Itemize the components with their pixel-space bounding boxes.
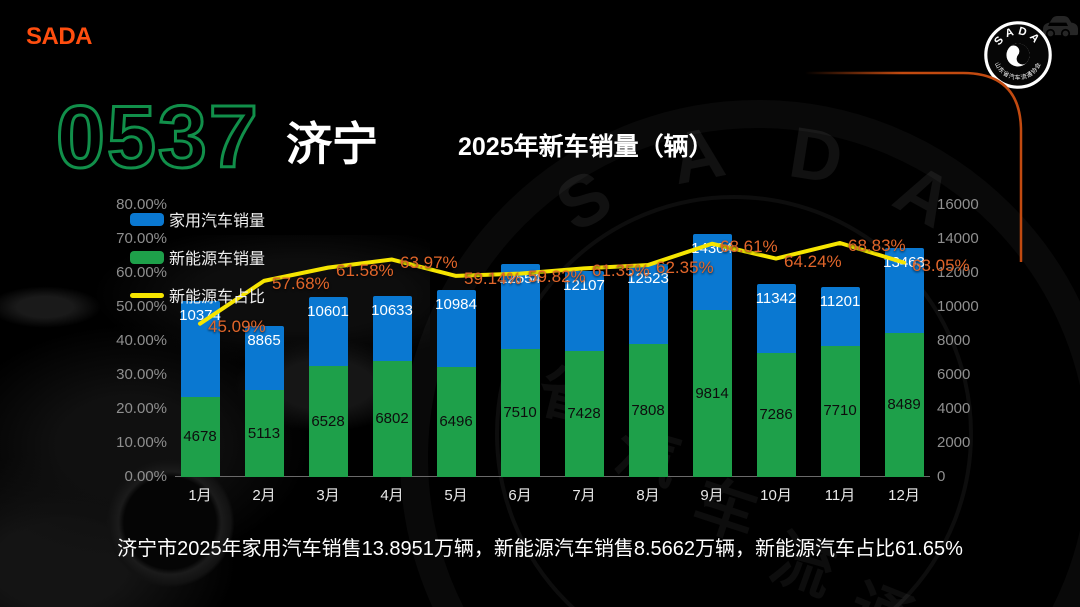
bar-total-label: 14304	[691, 239, 733, 257]
legend-label: 新能源车销量	[169, 251, 266, 268]
axis-tick-left: 80.00%	[116, 196, 167, 213]
month-label: 4月	[380, 487, 404, 504]
axis-tick-right: 12000	[937, 264, 979, 281]
pct-label: 45.09%	[208, 316, 266, 336]
axis-tick-left: 20.00%	[116, 400, 167, 417]
axis-tick-left: 10.00%	[116, 434, 167, 451]
bar-green-label: 7428	[567, 404, 601, 422]
page-title-city: 济宁	[286, 118, 378, 170]
bar-total-label: 10374	[179, 306, 221, 324]
bar-green	[244, 390, 284, 477]
pct-label: 61.58%	[336, 260, 394, 280]
bar-green-label: 9814	[695, 384, 729, 402]
car-icon	[1043, 16, 1078, 39]
bar-total-label: 12107	[563, 277, 605, 295]
chart-title: 2025年新车销量（辆）	[458, 133, 714, 161]
pct-label: 59.82%	[528, 266, 586, 286]
axis-tick-right: 0	[937, 468, 946, 485]
pct-label: 68.83%	[848, 235, 906, 255]
bar-green-label: 7510	[503, 404, 537, 422]
month-label: 7月	[572, 487, 596, 504]
pct-label: 68.61%	[720, 236, 778, 256]
bar-green-label: 7286	[759, 406, 793, 424]
bar-total-label: 11342	[755, 290, 797, 308]
axis-tick-left: 30.00%	[116, 366, 167, 383]
month-label: 11月	[824, 487, 856, 504]
axis-tick-right: 16000	[937, 196, 979, 213]
legend-swatch-line	[130, 292, 164, 298]
month-label: 5月	[444, 487, 468, 504]
axis-tick-left: 60.00%	[116, 264, 167, 281]
axis-tick-right: 4000	[937, 400, 971, 417]
axis-tick-left: 40.00%	[116, 332, 167, 349]
bar-total-label: 10984	[435, 296, 477, 314]
bar-green	[180, 397, 220, 477]
month-label: 2月	[252, 487, 276, 504]
bar-green	[756, 353, 796, 477]
axis-baseline	[175, 476, 930, 477]
bar-green-label: 6528	[311, 412, 345, 430]
legend-item: 家用汽车销量	[130, 207, 265, 231]
legend-swatch-bar	[130, 212, 164, 226]
month-label: 12月	[888, 487, 920, 504]
pct-label: 59.14%	[464, 268, 522, 288]
brand-logo: SADA	[26, 23, 93, 50]
sada-badge: SADA 山东省汽车流通协会	[984, 21, 1052, 89]
bar-green-label: 6802	[375, 410, 409, 428]
footer-summary: 济宁市2025年家用汽车销售13.8951万辆，新能源汽车销售8.5662万辆，…	[117, 538, 963, 560]
legend-label: 新能源车占比	[169, 289, 266, 306]
month-label: 6月	[508, 487, 532, 504]
legend-label: 家用汽车销量	[169, 213, 266, 230]
axis-tick-left: 70.00%	[116, 230, 167, 247]
bar-green	[628, 344, 668, 477]
month-label: 3月	[316, 487, 340, 504]
bar-green-label: 7808	[631, 401, 665, 419]
corner-line-decoration	[805, 71, 1023, 262]
bar-green	[436, 366, 476, 477]
axis-tick-right: 8000	[937, 332, 971, 349]
pct-label: 57.68%	[272, 273, 330, 293]
bar-green	[884, 332, 924, 477]
bar-green	[308, 366, 348, 477]
axis-tick-left: 50.00%	[116, 298, 167, 315]
legend-swatch-bar	[130, 250, 164, 264]
bar-total-label: 12523	[627, 270, 669, 288]
axis-tick-right: 10000	[937, 298, 979, 315]
axis-tick-left: 0.00%	[124, 468, 167, 485]
bar-green	[820, 345, 860, 477]
legend-item: 新能源车占比	[130, 283, 265, 307]
bar-green-label: 8489	[887, 395, 921, 413]
bar-green	[692, 310, 732, 477]
bar-green	[500, 349, 540, 477]
bar-green-label: 5113	[247, 424, 281, 442]
bar-green-label: 7710	[823, 402, 857, 420]
area-code: 0537	[55, 86, 260, 188]
month-label: 8月	[636, 487, 660, 504]
bar-green-label: 4678	[183, 428, 217, 446]
pct-label: 63.05%	[912, 255, 970, 275]
bar-total-label: 10601	[307, 302, 349, 320]
pct-label: 61.35%	[592, 261, 650, 281]
month-label: 10月	[760, 487, 792, 504]
bar-green-label: 6496	[439, 412, 473, 430]
axis-tick-right: 2000	[937, 434, 971, 451]
axis-tick-right: 6000	[937, 366, 971, 383]
axis-tick-right: 14000	[937, 230, 979, 247]
bar-green	[564, 350, 604, 477]
pct-label: 63.97%	[400, 252, 458, 272]
pct-label: 62.35%	[656, 258, 714, 277]
trend-line	[198, 240, 906, 326]
bar-total-label: 8865	[247, 332, 281, 350]
month-label: 9月	[700, 487, 724, 504]
badge-wave-emblem	[1006, 43, 1030, 67]
pct-label: 64.24%	[784, 251, 842, 271]
bar-total-label: 10633	[371, 302, 413, 320]
legend-item: 新能源车销量	[130, 245, 265, 269]
bar-total-label: 11201	[819, 292, 861, 310]
month-label: 1月	[188, 487, 212, 504]
bar-green	[372, 361, 412, 477]
